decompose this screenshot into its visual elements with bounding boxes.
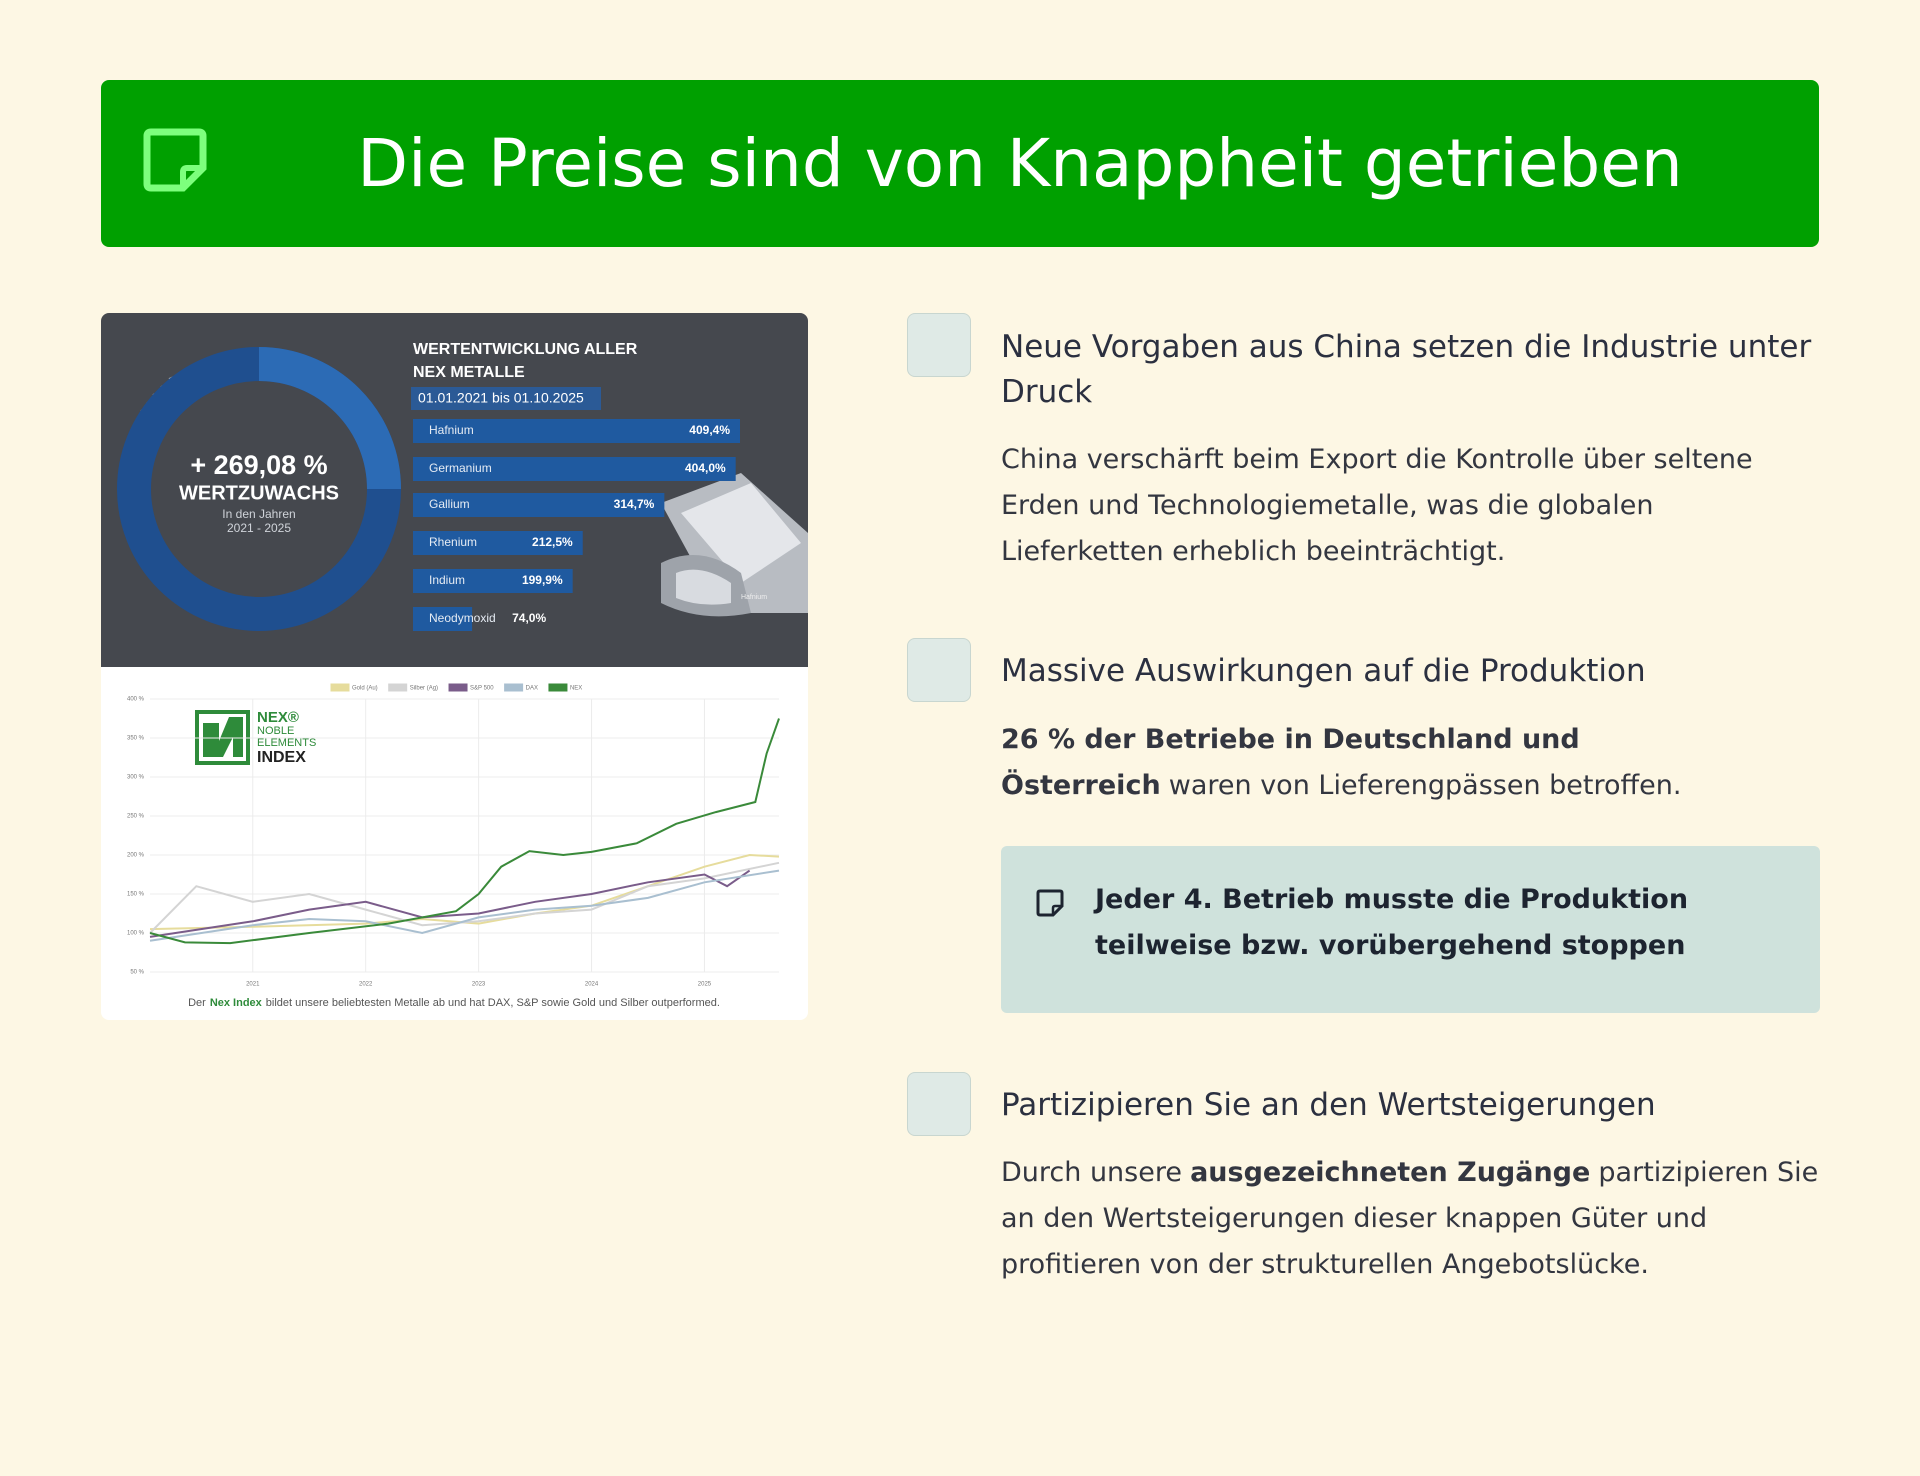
bar-value: 199,9% — [522, 573, 563, 587]
text: waren von Lieferengpässen betroffen. — [1168, 770, 1682, 801]
x-tick-label: 2021 — [246, 982, 260, 988]
bar-value: 74,0% — [512, 611, 546, 625]
legend-swatch — [504, 683, 524, 692]
chart-caption: Der Nex Index bildet unsere beliebtesten M… — [188, 997, 720, 1009]
bar-label: Neodymoxid — [429, 611, 496, 625]
info-title: WERTENTWICKLUNG ALLER — [413, 341, 638, 358]
bar — [413, 607, 473, 631]
legend-label: Gold (Au) — [352, 686, 378, 692]
line — [149, 861, 780, 934]
callout-text: Jeder 4. Betrieb musste die Produktion t… — [1095, 884, 1689, 961]
header: Die Preise sind von Knappheit getrieben — [101, 80, 1819, 247]
bar-label: Germanium — [429, 461, 492, 475]
bar-label: Rhenium — [429, 535, 477, 549]
bar — [413, 493, 665, 517]
logo-text: NOBLE — [257, 725, 294, 737]
y-tick-label: 50 % — [130, 970, 144, 976]
legend-swatch — [448, 683, 468, 692]
bar — [413, 569, 573, 593]
item-title: Partizipieren Sie an den Wertsteigerunge… — [1001, 1087, 1656, 1123]
legend-label: S&P 500 — [470, 686, 494, 692]
line — [149, 869, 780, 942]
note-icon — [1036, 889, 1064, 917]
bold-text: ausgezeichneten Zugänge — [1190, 1157, 1591, 1188]
legend-label: Silber (Ag) — [410, 686, 438, 692]
infographic: + 269,08 % WERTZUWACHS In den Jahren 202… — [101, 313, 808, 1020]
x-tick-label: 2024 — [585, 982, 599, 988]
y-tick-label: 200 % — [127, 853, 145, 859]
bar — [413, 531, 583, 555]
photo-caption: Hafnium — [741, 594, 767, 601]
legend-label: DAX — [526, 686, 538, 692]
callout: Jeder 4. Betrieb musste die Produktion t… — [1001, 846, 1820, 1013]
caption-part: bildet unsere beliebtesten Metalle ab un… — [266, 997, 720, 1009]
metal-photo — [661, 473, 808, 617]
legend-swatch — [388, 683, 408, 692]
bar-label: Gallium — [429, 497, 470, 511]
donut-label: WERTZUWACHS — [179, 482, 339, 504]
bar-value: 212,5% — [532, 535, 573, 549]
line — [149, 718, 780, 945]
x-tick-label: 2022 — [359, 982, 373, 988]
caption-part: Nex Index — [210, 997, 263, 1009]
bar-value: 409,4% — [689, 423, 730, 437]
bar-value: 314,7% — [614, 497, 655, 511]
donut-period: In den Jahren — [222, 507, 295, 521]
y-tick-label: 300 % — [127, 775, 145, 781]
text: Durch unsere — [1001, 1157, 1182, 1188]
x-tick-label: 2023 — [472, 982, 486, 988]
info-title: NEX METALLE — [413, 364, 525, 381]
checkbox[interactable] — [907, 638, 971, 702]
caption-part: Der — [188, 997, 206, 1009]
donut-years: 2021 - 2025 — [227, 521, 291, 535]
bar — [413, 457, 736, 481]
y-tick-label: 250 % — [127, 814, 145, 820]
bar — [413, 419, 740, 443]
bar-label: Hafnium — [429, 423, 474, 437]
y-tick-label: 150 % — [127, 892, 145, 898]
item-title: Neue Vorgaben aus China setzen die Indus… — [1001, 329, 1812, 410]
legend-swatch — [330, 683, 350, 692]
item-text: China verschärft beim Export die Kontrol… — [1001, 437, 1821, 575]
item-text: 26 % der Betriebe in Deutschland und Öst… — [1001, 717, 1821, 809]
bar-label: Indium — [429, 573, 465, 587]
logo-text: INDEX — [257, 749, 306, 766]
checkbox[interactable] — [907, 313, 971, 377]
legend-label: NEX — [570, 686, 582, 692]
item-text: Durch unsere ausgezeichneten Zugänge parti… — [1001, 1150, 1821, 1288]
note-icon — [143, 128, 207, 192]
text: China verschärft beim Export die Kontrol… — [1001, 444, 1753, 567]
date-range: 01.01.2021 bis 01.10.2025 — [418, 390, 584, 406]
date-box — [411, 387, 601, 410]
donut-value: + 269,08 % — [190, 450, 327, 480]
bold-text: 26 % der Betriebe in Deutschland und Öst… — [1001, 724, 1580, 801]
checkbox[interactable] — [907, 1072, 971, 1136]
y-tick-label: 350 % — [127, 736, 145, 742]
bar-value: 404,0% — [685, 461, 726, 475]
line — [149, 869, 751, 938]
donut-ring — [258, 347, 401, 490]
y-tick-label: 400 % — [127, 697, 145, 703]
logo-text: ELEMENTS — [257, 737, 316, 749]
legend-swatch — [548, 683, 568, 692]
x-tick-label: 2025 — [698, 982, 712, 988]
title: Die Preise sind von Knappheit getrieben — [357, 125, 1683, 202]
item-title: Massive Auswirkungen auf die Produktion — [1001, 653, 1646, 689]
text: partizipieren Sie an den Wertsteigerunge… — [1001, 1157, 1819, 1280]
y-tick-label: 100 % — [127, 931, 145, 937]
logo-text: NEX® — [257, 709, 299, 726]
